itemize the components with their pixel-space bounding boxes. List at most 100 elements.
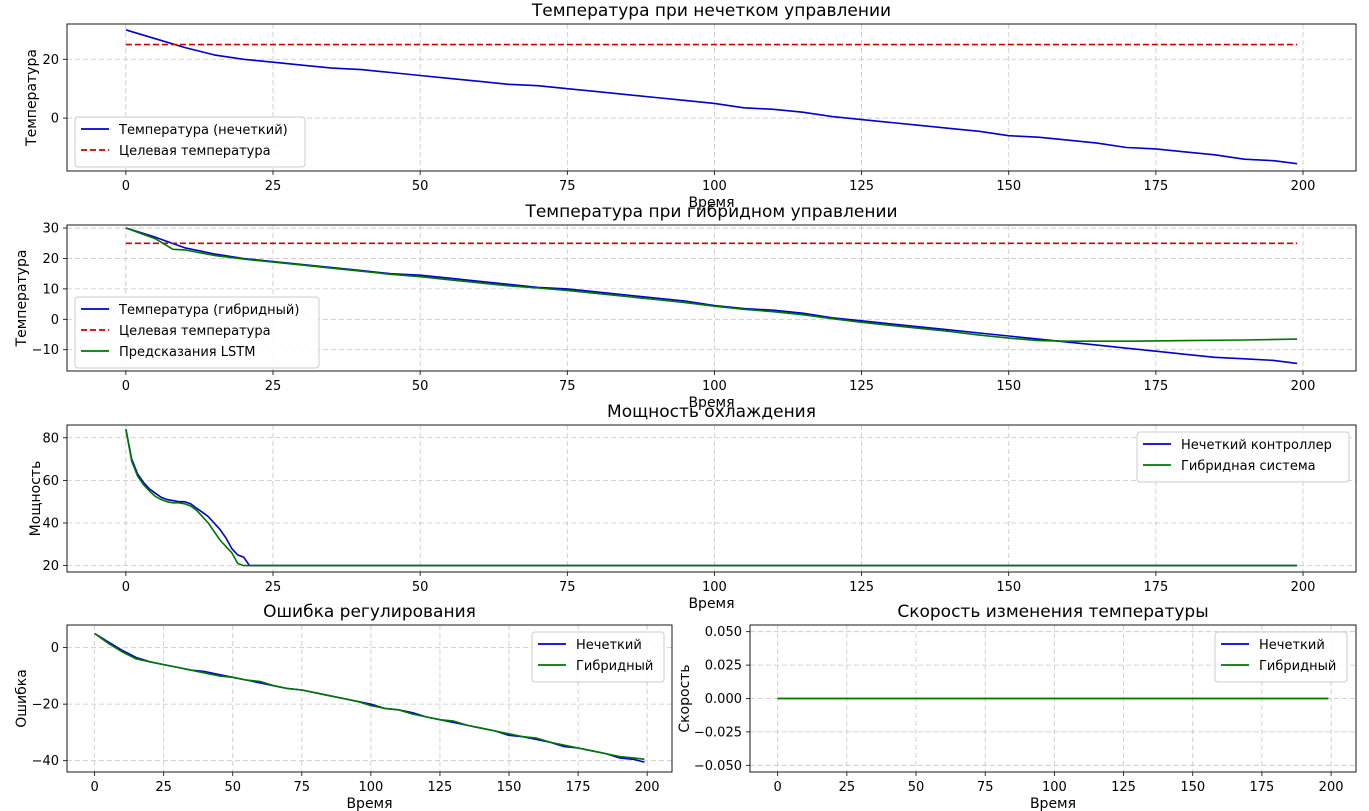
x-tick-label: 150 bbox=[996, 179, 1021, 194]
y-tick-label: 20 bbox=[42, 252, 59, 267]
y-axis-label: Температура bbox=[24, 49, 40, 147]
series-line-0 bbox=[125, 429, 1298, 567]
x-tick-label: 0 bbox=[122, 179, 130, 194]
x-tick-label: 175 bbox=[1143, 179, 1168, 194]
x-tick-label: 25 bbox=[265, 580, 282, 595]
x-tick-label: 200 bbox=[1291, 580, 1316, 595]
plot-frame bbox=[66, 224, 1357, 372]
x-tick-label: 200 bbox=[1291, 379, 1316, 394]
x-tick-label: 100 bbox=[702, 379, 727, 394]
x-tick-label: 150 bbox=[996, 580, 1021, 595]
y-axis-label: Ошибка bbox=[14, 669, 30, 728]
x-tick-label: 75 bbox=[294, 780, 311, 795]
x-tick-label: 100 bbox=[1042, 780, 1067, 795]
x-axis-label: Время bbox=[346, 796, 392, 811]
y-tick-label: −0.050 bbox=[694, 759, 742, 774]
y-tick-label: 0 bbox=[51, 641, 59, 656]
x-tick-label: 100 bbox=[702, 179, 727, 194]
x-tick-label: 125 bbox=[849, 379, 874, 394]
series-line-0 bbox=[125, 29, 1298, 165]
legend-label: Предсказания LSTM bbox=[119, 345, 255, 360]
x-tick-label: 75 bbox=[559, 379, 576, 394]
legend-box bbox=[74, 296, 320, 369]
x-tick-label: 25 bbox=[265, 379, 282, 394]
y-tick-label: 0.050 bbox=[705, 625, 742, 640]
y-tick-label: −10 bbox=[32, 343, 59, 358]
chart-panel-p1: 0 25 50 75 100 125 150 175 200 0 20 Температура при… bbox=[24, 1, 1357, 211]
x-axis-label: Время bbox=[688, 395, 734, 411]
legend-label: Нечеткий bbox=[1259, 638, 1325, 653]
y-tick-label: −40 bbox=[32, 754, 59, 769]
legend-label: Температура (гибридный) bbox=[118, 303, 299, 318]
y-tick-label: −0.025 bbox=[694, 725, 742, 740]
x-tick-label: 125 bbox=[428, 780, 453, 795]
x-tick-label: 175 bbox=[1250, 780, 1275, 795]
x-tick-label: 175 bbox=[1143, 580, 1168, 595]
x-tick-label: 0 bbox=[774, 780, 782, 795]
chart-panel-p5: 0 25 50 75 100 125 150 175 200 −0.050 −0.025 0.000 0… bbox=[677, 602, 1357, 811]
y-axis-label: Скорость bbox=[677, 664, 693, 732]
x-axis-label: Время bbox=[1030, 796, 1076, 811]
x-tick-label: 125 bbox=[1111, 780, 1136, 795]
series-line-2 bbox=[125, 227, 1298, 343]
y-tick-label: 0 bbox=[51, 313, 59, 328]
chart-title: Скорость изменения температуры bbox=[897, 602, 1208, 622]
legend-label: Гибридная система bbox=[1181, 459, 1316, 474]
chart-panel-p2: 0 25 50 75 100 125 150 175 200 −10 0 10 20 30 Температ… bbox=[14, 202, 1357, 411]
x-tick-label: 50 bbox=[412, 580, 429, 595]
y-tick-label: 0.000 bbox=[705, 692, 742, 707]
x-tick-label: 50 bbox=[412, 379, 429, 394]
legend-label: Целевая температура bbox=[119, 324, 271, 339]
x-tick-label: 100 bbox=[702, 580, 727, 595]
x-tick-label: 200 bbox=[635, 780, 660, 795]
legend: Температура (нечеткий) Целевая температур… bbox=[74, 116, 306, 168]
chart-panel-p3: 0 25 50 75 100 125 150 175 200 20 40 60 80 Мощность о… bbox=[28, 402, 1357, 612]
chart-title: Ошибка регулирования bbox=[263, 602, 476, 622]
legend-label: Гибридный bbox=[1259, 659, 1336, 674]
chart-panel-p4: 0 25 50 75 100 125 150 175 200 −40 −20 0 Ошибка регу… bbox=[14, 602, 673, 811]
x-tick-label: 75 bbox=[977, 780, 994, 795]
x-tick-label: 50 bbox=[908, 780, 925, 795]
plot-frame bbox=[749, 624, 1357, 773]
y-tick-label: 30 bbox=[42, 222, 59, 237]
chart-title: Температура при гибридном управлении bbox=[524, 202, 897, 222]
legend-label: Гибридный bbox=[576, 659, 653, 674]
x-tick-label: 125 bbox=[849, 580, 874, 595]
chart-title: Температура при нечетком управлении bbox=[531, 1, 891, 21]
x-tick-label: 75 bbox=[559, 580, 576, 595]
legend-label: Нечеткий bbox=[576, 638, 642, 653]
legend: Нечеткий Гибридный bbox=[1214, 631, 1348, 683]
plot-frame bbox=[66, 23, 1357, 172]
legend-label: Нечеткий контроллер bbox=[1181, 438, 1332, 453]
plot-frame bbox=[66, 424, 1357, 573]
y-tick-label: 80 bbox=[42, 431, 59, 446]
y-tick-label: 20 bbox=[42, 559, 59, 574]
x-tick-label: 150 bbox=[1180, 780, 1205, 795]
x-tick-label: 50 bbox=[224, 780, 241, 795]
chart-title: Мощность охлаждения bbox=[607, 402, 816, 422]
x-tick-label: 100 bbox=[358, 780, 383, 795]
x-tick-label: 75 bbox=[559, 179, 576, 194]
plot-frame bbox=[66, 624, 673, 773]
x-tick-label: 50 bbox=[412, 179, 429, 194]
y-axis-label: Температура bbox=[14, 250, 30, 348]
legend: Нечеткий контроллер Гибридная система bbox=[1136, 431, 1350, 483]
x-tick-label: 150 bbox=[497, 780, 522, 795]
legend: Температура (гибридный) Целевая температу… bbox=[74, 296, 320, 369]
x-tick-label: 125 bbox=[849, 179, 874, 194]
x-tick-label: 200 bbox=[1319, 780, 1344, 795]
y-tick-label: 10 bbox=[42, 282, 59, 297]
x-tick-label: 0 bbox=[122, 379, 130, 394]
y-tick-label: 0.025 bbox=[705, 659, 742, 674]
legend-box bbox=[1136, 431, 1350, 483]
legend-label: Целевая температура bbox=[119, 144, 271, 159]
x-tick-label: 25 bbox=[839, 780, 856, 795]
y-tick-label: 60 bbox=[42, 474, 59, 489]
legend-label: Температура (нечеткий) bbox=[118, 123, 288, 138]
y-axis-label: Мощность bbox=[28, 461, 44, 537]
x-axis-label: Время bbox=[688, 596, 734, 612]
x-tick-label: 175 bbox=[1143, 379, 1168, 394]
x-tick-label: 150 bbox=[996, 379, 1021, 394]
x-tick-label: 0 bbox=[122, 580, 130, 595]
